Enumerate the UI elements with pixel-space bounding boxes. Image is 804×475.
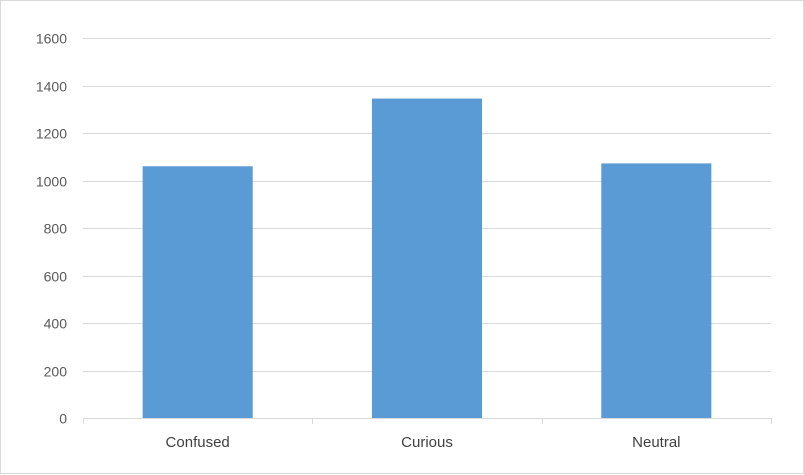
bar-neutral xyxy=(601,163,712,418)
y-tick-label: 800 xyxy=(44,221,68,237)
y-tick-label: 400 xyxy=(44,316,68,332)
x-axis-category-labels: Confused Curious Neutral xyxy=(166,434,681,451)
bar-curious xyxy=(371,98,483,418)
y-tick-label: 1400 xyxy=(36,79,67,95)
y-axis-tick-labels: 0 200 400 600 800 1000 1200 1400 1600 xyxy=(36,31,67,427)
y-tick-label: 1200 xyxy=(36,126,67,142)
y-tick-label: 0 xyxy=(59,411,67,427)
y-tick-label: 1000 xyxy=(36,174,67,190)
y-tick-label: 600 xyxy=(44,269,68,285)
x-axis xyxy=(83,418,772,424)
x-category-label: Confused xyxy=(166,434,230,451)
bars xyxy=(142,98,712,418)
x-category-label: Curious xyxy=(401,434,453,451)
x-category-label: Neutral xyxy=(632,434,680,451)
bar-confused xyxy=(142,166,253,418)
y-tick-label: 200 xyxy=(44,364,68,380)
y-tick-label: 1600 xyxy=(36,31,67,47)
